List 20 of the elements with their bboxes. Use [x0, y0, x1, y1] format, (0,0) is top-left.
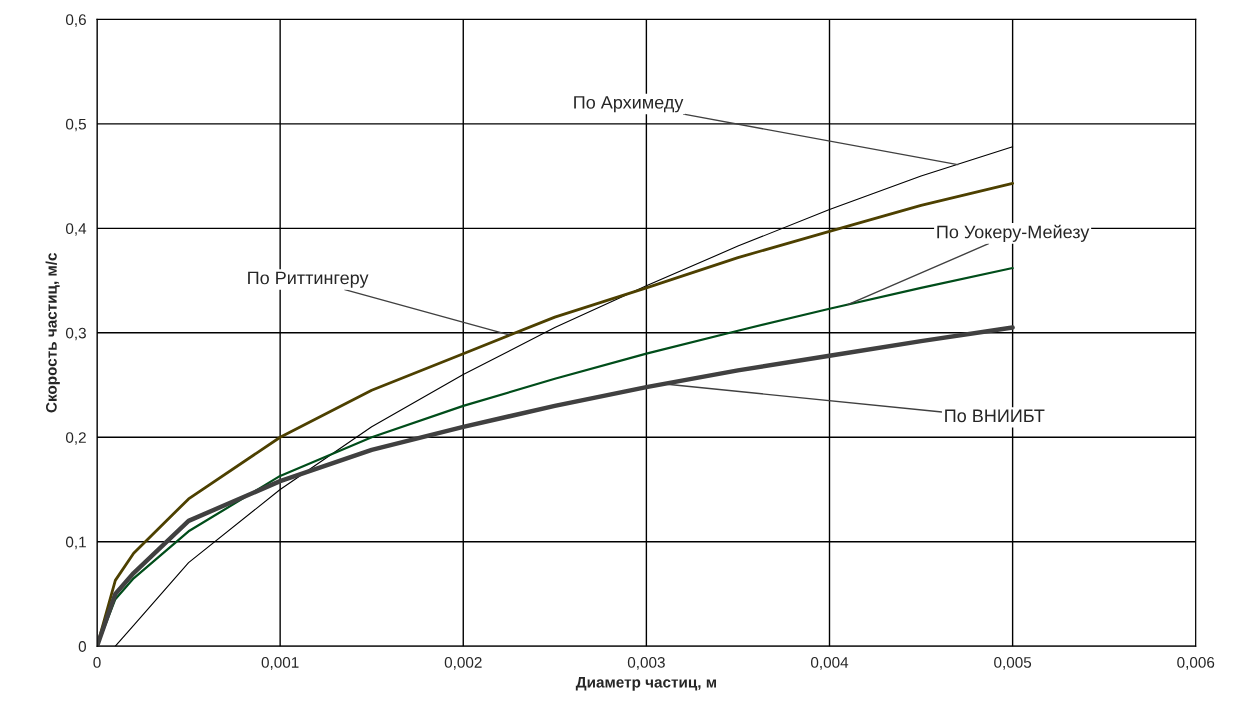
y-axis-title: Скорость частиц, м/с [45, 252, 60, 413]
annotation: По Риттингеру [248, 271, 369, 288]
y-tick-label: 0,4 [65, 223, 87, 236]
y-tick-label: 0 [78, 641, 87, 652]
x-tick-label: 0,002 [444, 657, 482, 670]
annotation: По ВНИИБТ [945, 409, 1045, 423]
x-axis-title: Диаметр частиц, м [575, 676, 716, 691]
y-tick-label: 0,3 [65, 327, 86, 341]
x-tick-label: 0,003 [627, 657, 665, 670]
x-tick-label: 0,004 [810, 657, 849, 670]
y-tick-label: 0,5 [65, 118, 86, 132]
x-tick-label: 0,006 [1177, 657, 1215, 670]
annotation: По Уокеру-Мейезу [937, 224, 1090, 242]
annotation: По Архимеду [574, 96, 684, 113]
x-tick-label: 0,005 [994, 657, 1032, 670]
y-tick-label: 0,1 [65, 536, 86, 550]
y-tick-label: 0,6 [65, 14, 86, 27]
x-tick-label: 0 [93, 657, 101, 668]
y-tick-label: 0,2 [65, 432, 86, 445]
x-tick-label: 0,001 [261, 657, 299, 670]
